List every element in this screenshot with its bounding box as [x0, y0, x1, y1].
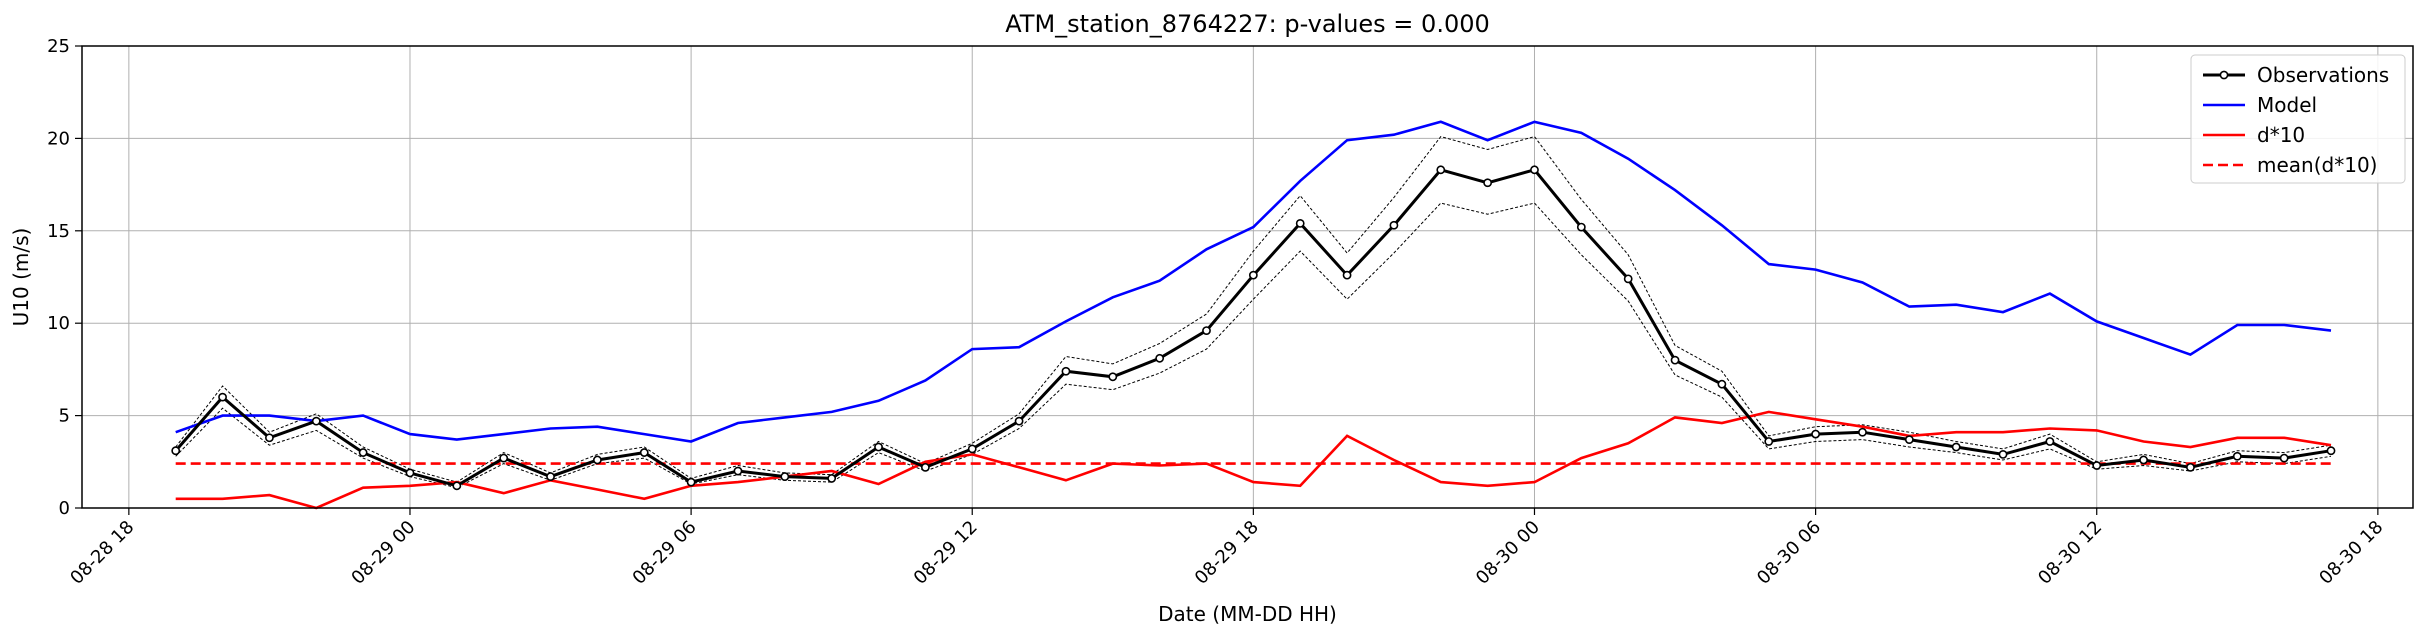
observation-point [1062, 368, 1069, 375]
y-tick-label: 5 [59, 406, 70, 427]
y-tick-label: 15 [47, 221, 70, 242]
observation-point [2327, 447, 2334, 454]
x-axis-label: Date (MM-DD HH) [1158, 602, 1337, 626]
observation-point [2046, 438, 2053, 445]
chart-title: ATM_station_8764227: p-values = 0.000 [1005, 10, 1490, 38]
observation-point [781, 473, 788, 480]
observation-point [1437, 166, 1444, 173]
observation-point [313, 418, 320, 425]
observation-point [2140, 456, 2147, 463]
observation-point [172, 447, 179, 454]
observation-point [1109, 373, 1116, 380]
observation-point [1250, 272, 1257, 279]
observation-point [547, 473, 554, 480]
observation-point [1999, 451, 2006, 458]
observation-point [1390, 222, 1397, 229]
legend: Observations Model d*10 mean(d*10) [2191, 55, 2405, 183]
observation-point [875, 443, 882, 450]
y-tick-label: 20 [47, 128, 70, 149]
observation-point [594, 456, 601, 463]
legend-label-mean-d-10: mean(d*10) [2257, 153, 2377, 177]
observation-point [2281, 455, 2288, 462]
y-tick-label: 25 [47, 36, 70, 57]
observation-point [1906, 436, 1913, 443]
observation-point [1015, 418, 1022, 425]
observation-point [406, 469, 413, 476]
observation-point [266, 434, 273, 441]
observation-point [1625, 275, 1632, 282]
observation-point [2093, 462, 2100, 469]
observation-point [1812, 430, 1819, 437]
observation-point [734, 467, 741, 474]
y-axis-label: U10 (m/s) [9, 228, 33, 327]
observation-point [1343, 272, 1350, 279]
observation-point [1859, 429, 1866, 436]
observation-point [688, 479, 695, 486]
observation-point [828, 475, 835, 482]
observation-point [1765, 438, 1772, 445]
observation-point [1953, 443, 1960, 450]
observation-point [1203, 327, 1210, 334]
observation-point [453, 482, 460, 489]
observation-point [360, 449, 367, 456]
observation-point [1718, 381, 1725, 388]
legend-marker-observations [2220, 71, 2227, 78]
legend-label-d-10: d*10 [2257, 123, 2305, 147]
observation-point [2234, 453, 2241, 460]
observation-point [969, 445, 976, 452]
y-tick-label: 10 [47, 313, 70, 334]
observation-point [500, 455, 507, 462]
observation-point [1671, 357, 1678, 364]
observation-point [1297, 220, 1304, 227]
observation-point [641, 449, 648, 456]
legend-label-observations: Observations [2257, 63, 2389, 87]
observation-point [1578, 224, 1585, 231]
observation-point [922, 464, 929, 471]
observation-point [219, 394, 226, 401]
observation-point [1156, 355, 1163, 362]
observation-point [1484, 179, 1491, 186]
observation-point [1531, 166, 1538, 173]
legend-label-model: Model [2257, 93, 2317, 117]
observation-point [2187, 464, 2194, 471]
y-tick-label: 0 [59, 498, 70, 519]
